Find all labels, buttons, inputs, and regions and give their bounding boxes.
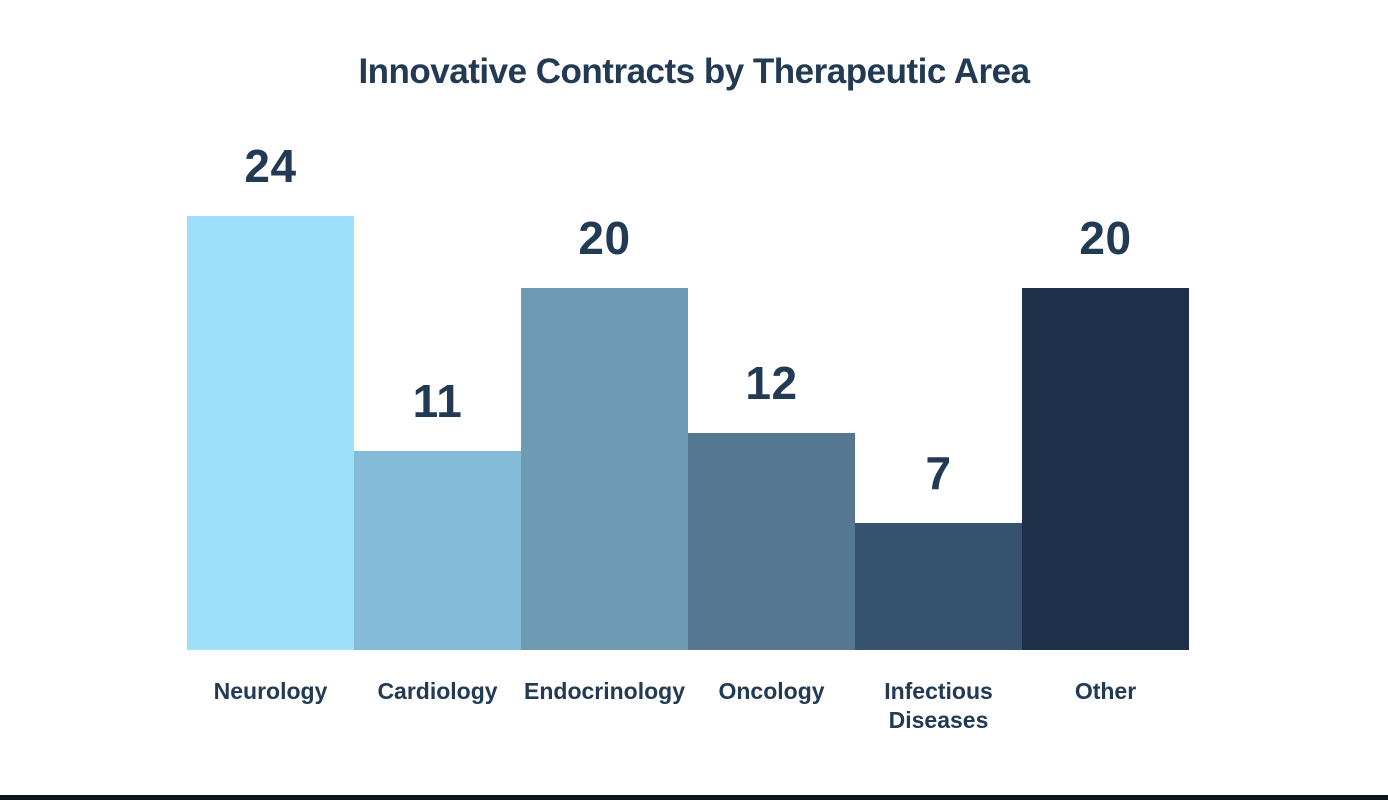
category-label-neurology: Neurology <box>213 678 328 704</box>
bar-group-cardiology: 11 <box>354 0 521 650</box>
bottom-edge-strip <box>0 795 1388 800</box>
bar-other <box>1022 288 1189 650</box>
category-cell: Oncology <box>688 650 855 736</box>
bar-endocrinology <box>521 288 688 650</box>
value-label-endocrinology: 20 <box>578 212 631 264</box>
value-label-oncology: 12 <box>745 357 798 409</box>
value-label-cardiology: 11 <box>412 375 463 427</box>
category-label-cardiology: Cardiology <box>377 678 498 704</box>
chart-title: Innovative Contracts by Therapeutic Area <box>358 52 1030 91</box>
category-cell: Infectious Diseases <box>855 650 1022 736</box>
plot-area: 24 11 20 12 7 20 <box>187 0 1189 650</box>
value-label-other: 20 <box>1079 212 1132 264</box>
bar-neurology <box>187 216 354 650</box>
bar-infectious-diseases <box>855 523 1022 650</box>
category-label-infectious-diseases: Infectious Diseases <box>884 678 993 734</box>
category-label-oncology: Oncology <box>718 678 825 704</box>
category-label-endocrinology: Endocrinology <box>524 678 685 704</box>
category-cell: Other <box>1022 650 1189 736</box>
bar-group-neurology: 24 <box>187 0 354 650</box>
category-axis: Neurology Cardiology Endocrinology Oncol… <box>187 650 1189 736</box>
category-cell: Endocrinology <box>521 650 688 736</box>
category-cell: Neurology <box>187 650 354 736</box>
category-label-other: Other <box>1074 678 1137 704</box>
bar-cardiology <box>354 451 521 650</box>
value-label-neurology: 24 <box>244 140 297 192</box>
bar-oncology <box>688 433 855 650</box>
bar-group-infectious-diseases: 7 <box>855 0 1022 650</box>
value-label-infectious-diseases: 7 <box>925 447 952 499</box>
category-cell: Cardiology <box>354 650 521 736</box>
bar-group-other: 20 <box>1022 0 1189 650</box>
bar-group-endocrinology: 20 <box>521 0 688 650</box>
bar-group-oncology: 12 <box>688 0 855 650</box>
